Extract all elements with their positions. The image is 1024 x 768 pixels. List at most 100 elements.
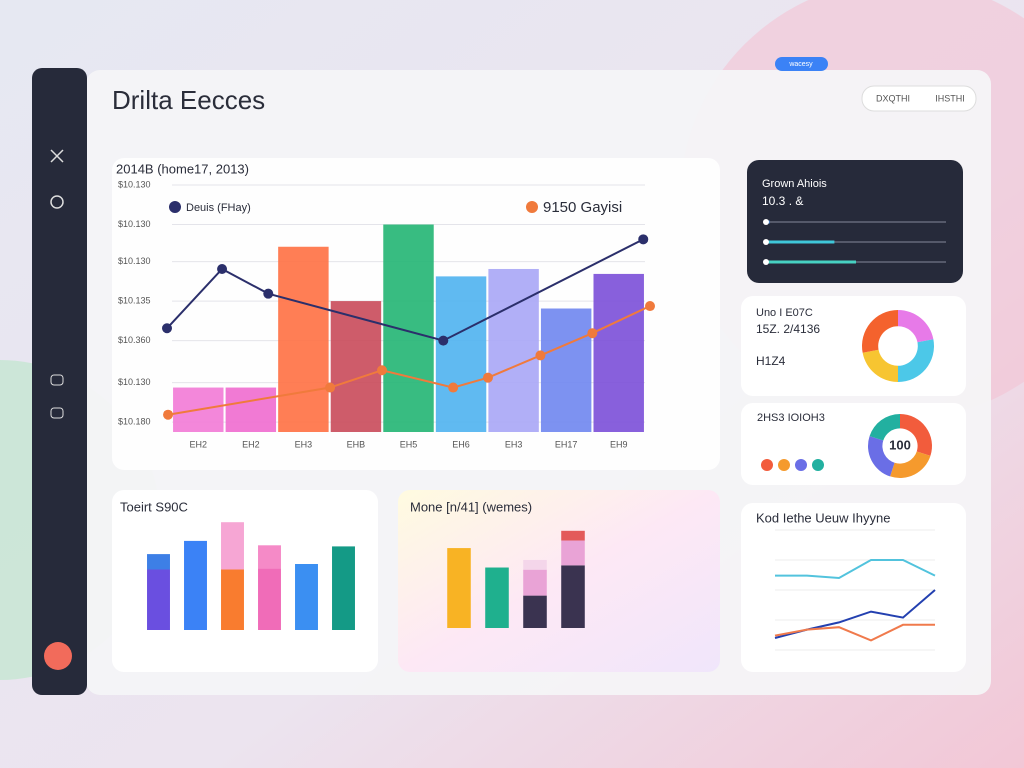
y-tick-label: $10.130: [118, 219, 151, 229]
card: [398, 490, 720, 672]
donut-segment: [900, 414, 932, 456]
x-tick-label: EH2: [242, 439, 260, 449]
legend-dot: [169, 201, 181, 213]
chart-title: Mone [n/41] (wemes): [410, 499, 532, 514]
bar-segment: [258, 568, 281, 630]
legend-label: Deuis (FHay): [186, 202, 251, 214]
bar-segment: [332, 546, 355, 630]
bar: [330, 301, 382, 432]
legend-dot: [795, 459, 807, 471]
y-tick-label: $10.130: [118, 377, 151, 387]
nav-icon[interactable]: [50, 374, 64, 386]
bar: [488, 268, 539, 432]
donut-segment: [867, 436, 895, 477]
badge: [775, 57, 828, 71]
chart-title: Uno I E07C: [756, 307, 813, 319]
x-tick-label: EH6: [452, 439, 470, 449]
legend-label: 9150 Gayisi: [543, 199, 622, 216]
x-tick-label: EH3: [505, 439, 523, 449]
bar: [383, 224, 434, 432]
point: [325, 382, 336, 393]
bar-segment: [221, 569, 244, 630]
nav-icon[interactable]: [50, 195, 64, 209]
bar: [593, 273, 644, 432]
x-tick-label: EH5: [400, 439, 418, 449]
point: [162, 323, 172, 334]
button-label[interactable]: DXQTHI: [876, 93, 910, 103]
legend-dot: [812, 459, 824, 471]
bar-segment: [523, 559, 547, 570]
nav-icon[interactable]: [50, 149, 64, 163]
x-tick-label: EH2: [190, 439, 208, 449]
sidebar: [32, 68, 87, 695]
point: [263, 288, 274, 299]
line: [775, 559, 936, 580]
point: [535, 350, 546, 361]
line: [167, 305, 651, 416]
legend-dot: [526, 201, 538, 213]
chart-subtitle: 10.3 . &: [762, 194, 803, 208]
donut-center: 100: [889, 437, 911, 452]
chart-title: 2HS3 IOIOH3: [757, 412, 825, 424]
point: [587, 328, 598, 339]
button-label[interactable]: IHSTHI: [935, 93, 965, 103]
bar-segment: [295, 564, 318, 630]
bar: [225, 387, 277, 432]
bar-segment: [184, 540, 207, 630]
bar-segment: [447, 548, 471, 628]
note: 15Z. 2/4136: [756, 322, 820, 336]
bar: [435, 276, 487, 432]
y-tick-label: $10.135: [118, 295, 151, 305]
point: [645, 301, 655, 312]
card: [741, 503, 966, 672]
badge-text: wacesy: [788, 61, 813, 68]
nav-icon[interactable]: [50, 407, 64, 419]
bar: [540, 308, 592, 432]
x-tick-label: EH9: [610, 439, 628, 449]
note: H1Z4: [756, 354, 786, 368]
line: [774, 623, 935, 642]
chart-title: 2014B (home17, 2013): [116, 161, 249, 176]
bar-segment: [221, 522, 244, 570]
donut-segment: [898, 310, 934, 343]
bar-segment: [147, 554, 170, 570]
x-tick-label: EH3: [295, 439, 313, 449]
progress-knob: [763, 259, 769, 265]
bar-segment: [561, 540, 585, 566]
y-tick-label: $10.180: [118, 416, 151, 426]
chart-title: Toeirt S90C: [120, 499, 188, 514]
bar-segment: [147, 569, 170, 630]
y-tick-label: $10.360: [118, 335, 151, 345]
bar-segment: [258, 545, 281, 569]
page-title: Drilta Eecces: [112, 85, 265, 115]
toolbar-button[interactable]: [861, 85, 977, 112]
donut-segment: [869, 414, 900, 441]
x-tick-label: EH17: [555, 439, 578, 449]
y-tick-label: $10.130: [118, 179, 151, 189]
point: [163, 409, 174, 420]
profile-button[interactable]: [44, 642, 72, 670]
chart-title: Kod Iethe Ueuw Ihyyne: [756, 510, 890, 525]
legend-dot: [778, 459, 790, 471]
chart-title: Grown Ahiois: [762, 178, 827, 190]
point: [217, 263, 228, 274]
bar-segment: [523, 569, 547, 596]
legend-dot: [761, 459, 773, 471]
bar-segment: [485, 567, 509, 628]
y-tick-label: $10.130: [118, 256, 151, 266]
donut-segment: [898, 339, 935, 382]
donut-segment: [862, 349, 898, 382]
bar: [278, 246, 329, 432]
progress-knob: [763, 239, 769, 245]
donut-segment: [890, 451, 931, 479]
bar-segment: [523, 595, 547, 628]
x-tick-label: EHB: [347, 439, 366, 449]
bar-segment: [561, 530, 585, 541]
point: [377, 365, 388, 376]
donut-segment: [862, 310, 898, 353]
point: [638, 234, 649, 245]
point: [438, 335, 449, 346]
point: [482, 372, 493, 383]
progress-knob: [763, 219, 769, 225]
